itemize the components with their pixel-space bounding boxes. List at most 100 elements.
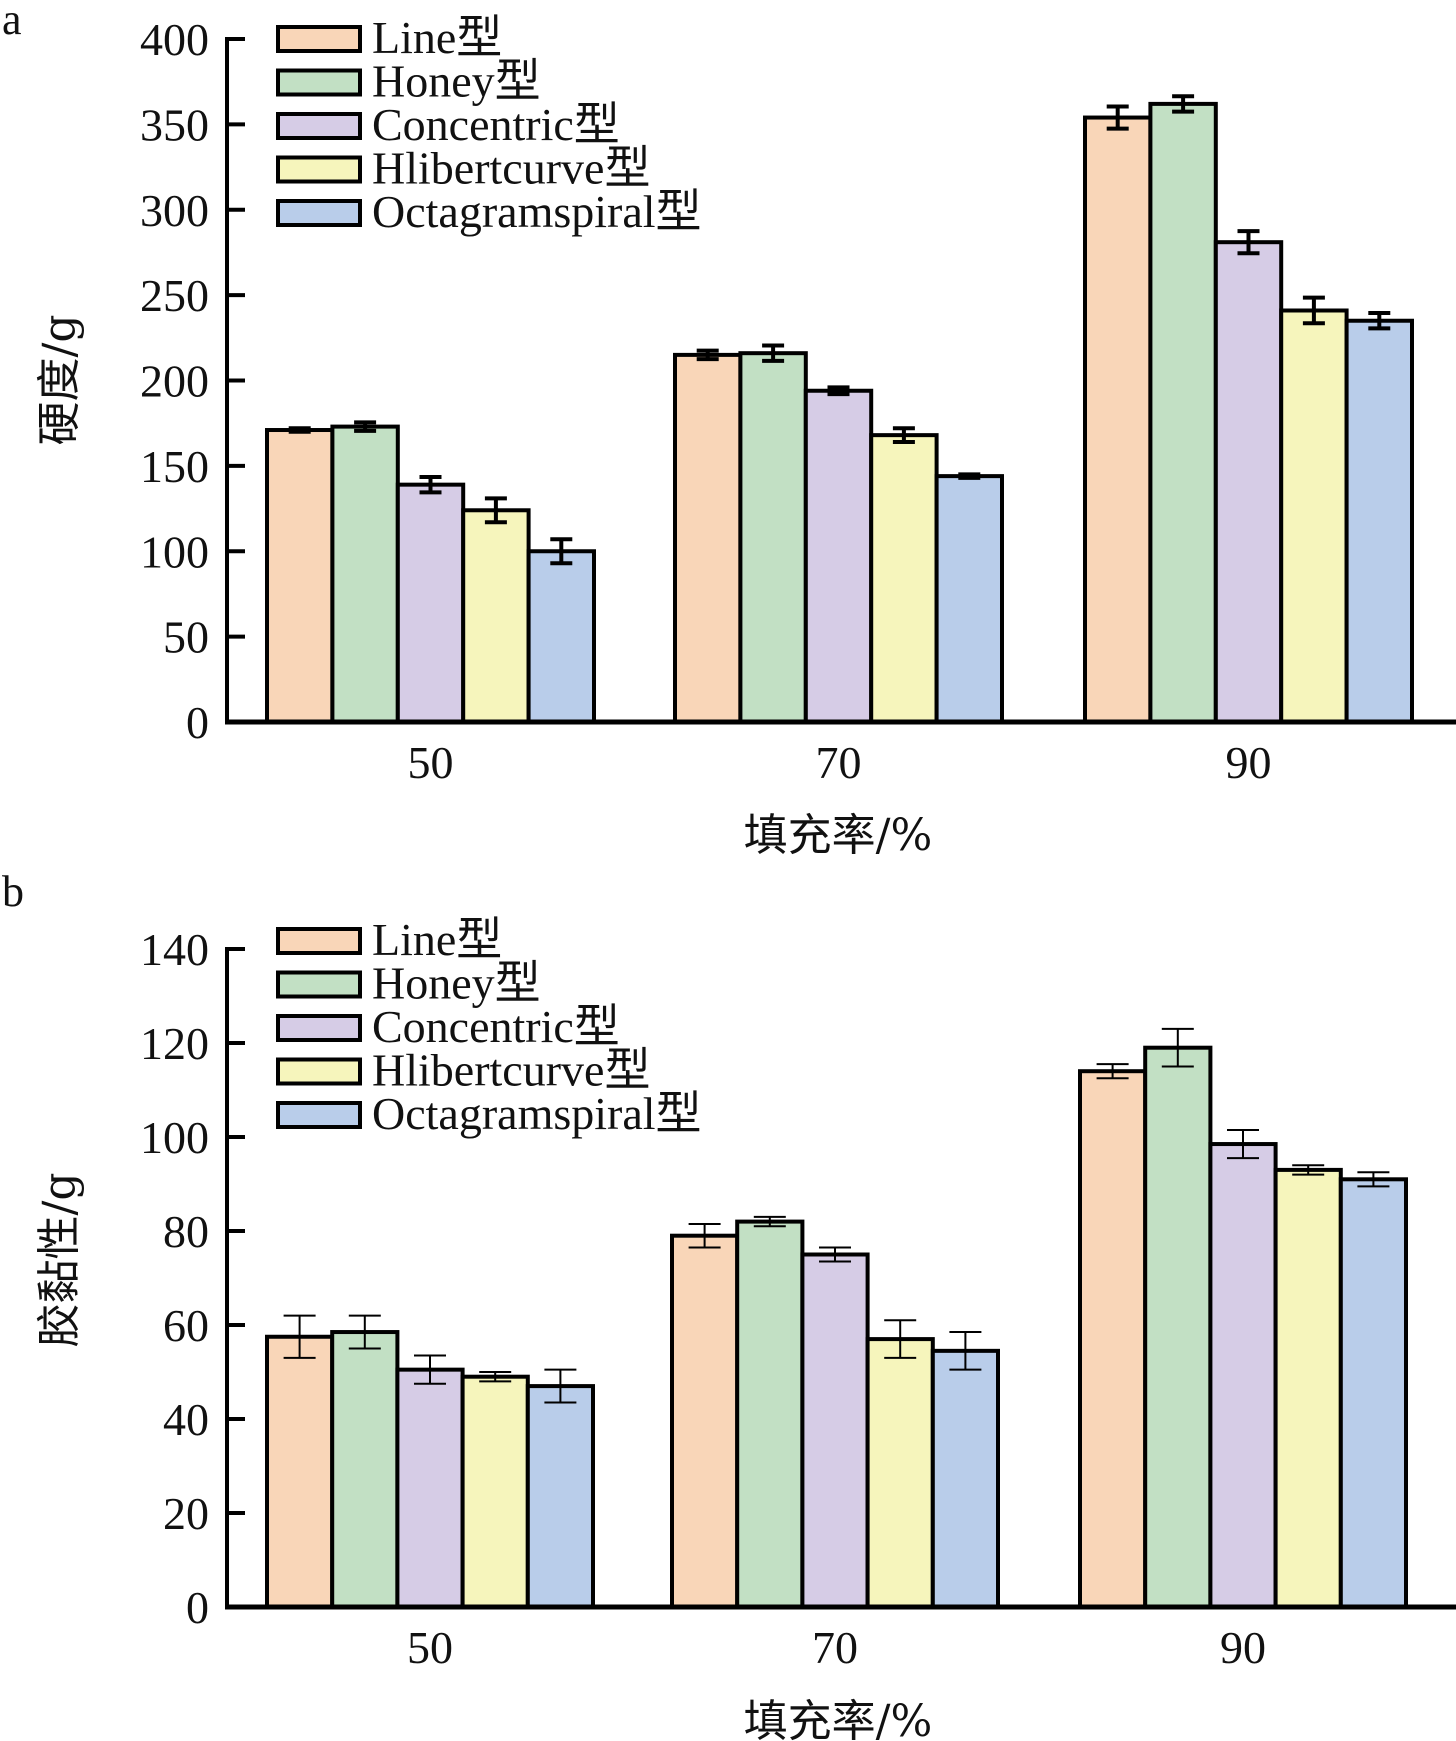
bar-line-90 [1083, 115, 1153, 725]
legend-item: Honey型 [276, 958, 541, 1009]
legend-swatch [276, 199, 362, 227]
x-tick-label: 70 [812, 1622, 858, 1673]
y-tick-label: 350 [140, 99, 209, 150]
x-axis-title: 填充率/% [744, 810, 933, 861]
legend-item: Line型 [276, 12, 502, 63]
y-tick-label: 0 [186, 697, 209, 748]
bar-octagramspiral-70 [934, 474, 1004, 724]
error-bar [827, 385, 850, 397]
x-tick-label: 90 [1220, 1622, 1266, 1673]
bar-line-50 [265, 1334, 335, 1609]
error-bar [696, 348, 719, 362]
error-bar [1237, 229, 1260, 256]
y-tick-label: 140 [140, 924, 209, 975]
bars-group [265, 94, 1414, 725]
error-bar [949, 1331, 982, 1371]
y-tick-label: 120 [140, 1018, 209, 1069]
legend-label: Line型 [372, 12, 502, 63]
error-bar [892, 426, 915, 444]
error-bar [688, 1222, 721, 1249]
error-bar [753, 1215, 786, 1228]
error-bar [1292, 1164, 1325, 1176]
bar-line-70 [670, 1233, 740, 1609]
error-bar [1302, 295, 1325, 326]
bar-honey-50 [330, 424, 400, 724]
y-axis-title: 硬度/g [34, 315, 85, 446]
error-bar [354, 420, 377, 433]
legend-item: Octagramspiral型 [276, 1088, 702, 1139]
y-tick-label: 150 [140, 441, 209, 492]
legend-label: Octagramspiral型 [372, 186, 702, 237]
y-axis-title: 胶黏性/g [34, 1173, 85, 1348]
legend-label: Line型 [372, 914, 502, 965]
x-tick-label: 90 [1226, 737, 1272, 788]
y-tick-label: 40 [163, 1394, 209, 1445]
error-bar [1172, 94, 1195, 114]
legend-item: Octagramspiral型 [276, 186, 702, 237]
bar-line-90 [1078, 1069, 1148, 1609]
y-tick-label: 100 [140, 526, 209, 577]
x-tick-label: 70 [816, 737, 862, 788]
bar-concentric-70 [800, 1252, 870, 1609]
legend-item: Concentric型 [276, 99, 620, 150]
bar-concentric-70 [803, 388, 874, 724]
legend-label: Honey型 [372, 958, 541, 1009]
bar-honey-50 [330, 1330, 400, 1610]
panel-letter: a [2, 0, 22, 44]
bar-octagramspiral-90 [1338, 1177, 1409, 1610]
bar-honey-90 [1143, 1045, 1213, 1609]
error-bar [544, 1368, 577, 1404]
bar-octagramspiral-50 [526, 549, 596, 724]
error-bar [550, 537, 573, 566]
bar-hlibertcurve-50 [461, 508, 531, 724]
legend-label: Hlibertcurve型 [372, 1045, 650, 1096]
legend-swatch [276, 68, 362, 97]
legend-item: Concentric型 [276, 1001, 620, 1052]
legend-item: Line型 [276, 914, 502, 965]
error-bar [819, 1246, 851, 1263]
error-bar [958, 472, 981, 480]
error-bar [1227, 1128, 1259, 1160]
legend-label: Concentric型 [372, 99, 620, 150]
panel-letter: b [2, 867, 24, 916]
legend-label: Honey型 [372, 56, 541, 107]
error-bar [283, 1314, 316, 1359]
bar-concentric-90 [1208, 1142, 1278, 1610]
bar-concentric-50 [395, 482, 466, 724]
error-bar [1161, 1027, 1194, 1068]
x-tick-label: 50 [408, 737, 454, 788]
legend-label: Concentric型 [372, 1001, 620, 1052]
bar-concentric-50 [395, 1367, 465, 1610]
legend-label: Hlibertcurve型 [372, 143, 650, 194]
y-tick-label: 400 [140, 14, 209, 65]
error-bar [762, 343, 785, 363]
error-bar [419, 474, 442, 495]
error-bar [484, 496, 507, 525]
legend-swatch [276, 1014, 362, 1042]
legend-swatch [276, 25, 362, 53]
legend-swatch [276, 927, 362, 955]
legend-swatch [276, 970, 362, 999]
x-axis-title: 填充率/% [744, 1696, 933, 1741]
bar-line-70 [673, 352, 743, 724]
bar-hlibertcurve-70 [865, 1337, 935, 1609]
panel-b-adhesiveness-chart: b 0 20 40 60 80 100 120 140 50 70 90 填充率/% 胶黏性/g Line型… [2, 867, 1456, 1741]
legend-item: Hlibertcurve型 [276, 143, 650, 194]
error-bar [348, 1314, 381, 1350]
bar-octagramspiral-50 [525, 1384, 595, 1609]
bar-honey-70 [738, 351, 808, 724]
y-tick-label: 200 [140, 356, 209, 407]
y-tick-label: 80 [163, 1206, 209, 1257]
legend: Line型Honey型Concentric型Hlibertcurve型Octag… [276, 914, 702, 1139]
bar-octagramspiral-70 [930, 1348, 1000, 1609]
legend-swatch [276, 155, 362, 184]
legend-item: Hlibertcurve型 [276, 1045, 650, 1096]
x-tick-label: 50 [407, 1622, 453, 1673]
error-bar [1106, 104, 1129, 131]
panel-a-hardness-chart: a 0 50 100 150 200 250 300 350 400 50 70 90 填充率/% 硬度/g… [2, 0, 1456, 861]
y-tick-label: 20 [163, 1488, 209, 1539]
legend: Line型Honey型Concentric型Hlibertcurve型Octag… [276, 12, 702, 237]
y-tick-label: 300 [140, 185, 209, 236]
bar-hlibertcurve-90 [1279, 308, 1349, 724]
y-tick-label: 250 [140, 270, 209, 321]
